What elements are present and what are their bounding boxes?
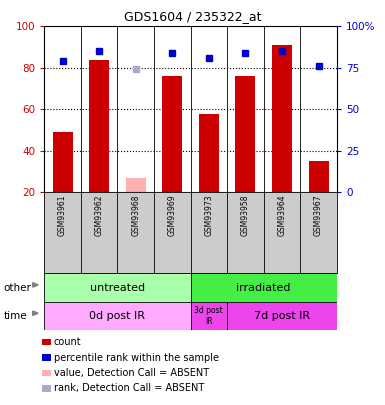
Text: rank, Detection Call = ABSENT: rank, Detection Call = ABSENT	[54, 384, 204, 393]
Bar	[52, 132, 73, 192]
Text: irradiated: irradiated	[236, 283, 291, 292]
Text: GSM93968: GSM93968	[131, 195, 140, 236]
Bar	[308, 161, 329, 192]
Bar	[227, 302, 337, 330]
Bar	[162, 76, 182, 192]
Text: GSM93973: GSM93973	[204, 195, 213, 237]
Bar	[44, 302, 191, 330]
Text: GSM93969: GSM93969	[168, 195, 177, 237]
Text: value, Detection Call = ABSENT: value, Detection Call = ABSENT	[54, 368, 209, 378]
Bar	[191, 302, 227, 330]
Text: other: other	[4, 283, 32, 292]
Text: GSM93962: GSM93962	[95, 195, 104, 236]
Text: GDS1604 / 235322_at: GDS1604 / 235322_at	[124, 10, 261, 23]
Text: GSM93958: GSM93958	[241, 195, 250, 236]
Text: untreated: untreated	[90, 283, 145, 292]
Text: 7d post IR: 7d post IR	[254, 311, 310, 321]
Text: percentile rank within the sample: percentile rank within the sample	[54, 353, 219, 362]
Text: count: count	[54, 337, 82, 347]
Bar	[272, 45, 292, 192]
Bar	[235, 76, 256, 192]
Bar	[44, 273, 191, 302]
Text: 0d post IR: 0d post IR	[89, 311, 146, 321]
Bar	[126, 178, 146, 192]
Text: GSM93964: GSM93964	[278, 195, 286, 237]
Bar	[89, 60, 109, 192]
Bar	[199, 113, 219, 192]
Text: GSM93967: GSM93967	[314, 195, 323, 237]
Text: GSM93961: GSM93961	[58, 195, 67, 236]
Text: time: time	[4, 311, 27, 321]
Text: 3d post
IR: 3d post IR	[194, 306, 223, 326]
Bar	[191, 273, 337, 302]
